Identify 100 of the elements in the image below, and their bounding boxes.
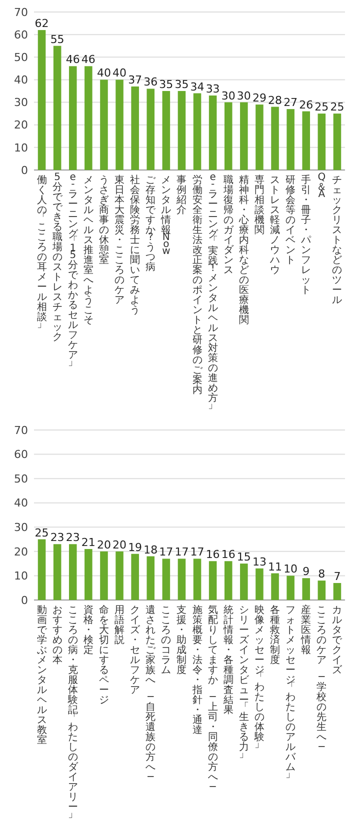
y-tick-label: 0 — [21, 594, 28, 607]
bar — [193, 93, 202, 170]
bar — [146, 88, 155, 170]
category-label: 働く人の「こころの耳メール相談」 — [36, 175, 47, 330]
y-tick-label: 40 — [14, 496, 28, 510]
bar — [208, 561, 217, 600]
category-label: ご存知ですか?うつ病 — [146, 175, 156, 273]
x-tick-label: 専門相談機関 — [254, 174, 264, 236]
data-label: 10 — [284, 562, 298, 576]
x-tick-label: カルタでクイズ — [332, 605, 344, 676]
data-label: 25 — [34, 526, 49, 540]
category-label: 気配りしてますか ─上司・同僚の方へ─ — [208, 605, 218, 793]
category-label: フォトメッセージ「わたしのアルバム」 — [286, 605, 296, 780]
category-label: メンタルヘルス推進室へようこそ — [83, 175, 94, 326]
x-tick-label: 各種救済制度 — [269, 605, 280, 666]
bar — [38, 539, 46, 600]
category-label: 精神科・心療内科などの医療機関 — [238, 175, 249, 326]
data-label: 25 — [330, 100, 344, 114]
data-label: 62 — [34, 17, 49, 30]
category-label: メンタル情報Now — [161, 175, 172, 257]
data-label: 27 — [284, 96, 298, 110]
bar — [271, 573, 279, 600]
x-tick-label: 支援・助成制度 — [176, 604, 187, 676]
data-label: 7 — [334, 570, 341, 583]
category-label: e-ラーニング「実践!メンタルヘルス対策の進め方」 — [208, 172, 218, 411]
y-tick-label: 10 — [14, 570, 28, 583]
y-tick-label: 0 — [21, 164, 28, 177]
category-label: 統計情報・各種調査結果 — [223, 605, 234, 716]
bar — [193, 558, 202, 600]
data-label: 17 — [190, 546, 204, 559]
bar — [116, 551, 124, 600]
x-tick-label: 資格・検定 — [82, 604, 94, 656]
x-tick-label: おすすめの本 — [52, 605, 62, 666]
category-label: 5分でできる職場のストレスチェック — [52, 172, 62, 343]
data-label: 20 — [96, 538, 111, 552]
bar — [84, 549, 92, 600]
data-label: 19 — [128, 540, 142, 554]
bar — [224, 102, 232, 170]
category-label: うさぎ商事の休憩室 — [98, 175, 109, 266]
bar — [53, 544, 62, 600]
x-tick-label: Q＆A — [316, 172, 327, 200]
bar — [68, 66, 77, 170]
category-label: チェックリストなどのツール — [332, 175, 342, 306]
data-label: 33 — [206, 82, 220, 96]
data-label: 28 — [268, 94, 282, 107]
bar — [271, 106, 279, 170]
data-label: 23 — [50, 531, 64, 544]
y-tick-label: 30 — [14, 96, 28, 110]
category-label: 手引・冊子・パンフレット — [301, 175, 312, 296]
y-tick-label: 50 — [14, 50, 28, 64]
category-label: 研修会等のイベント — [286, 175, 296, 266]
y-tick-label: 10 — [14, 141, 28, 154]
data-label: 8 — [318, 568, 326, 581]
category-label: 職場復帰のガイダンス — [223, 175, 234, 276]
data-label: 46 — [66, 53, 80, 66]
bar — [318, 580, 326, 600]
y-tick-label: 70 — [14, 6, 28, 19]
data-label: 18 — [144, 543, 158, 556]
y-tick-label: 20 — [14, 118, 28, 132]
data-label: 30 — [236, 89, 251, 102]
bar — [240, 102, 248, 170]
bar — [286, 109, 294, 170]
category-label: 施策概要・法令・指針・通達 — [192, 605, 202, 736]
x-tick-label: こころのコラム — [161, 605, 172, 676]
category-label: こころのケア ─学校の先生へ─ — [316, 605, 327, 753]
bar — [224, 561, 232, 600]
bar — [178, 91, 186, 170]
bar — [333, 583, 342, 600]
data-label: 35 — [174, 78, 189, 91]
category-label: 社会保険労務士に聞いてみよう — [130, 175, 140, 316]
bar — [38, 30, 46, 170]
data-label: 30 — [221, 89, 236, 102]
y-tick-label: 60 — [14, 28, 28, 42]
bar — [131, 86, 139, 170]
data-label: 26 — [299, 98, 314, 112]
category-label: シリーズインタビュー「生きる力」 — [238, 605, 249, 760]
y-tick-label: 30 — [14, 520, 28, 534]
data-label: 23 — [66, 531, 80, 544]
bar — [240, 564, 248, 600]
bar — [68, 544, 77, 600]
bar — [100, 80, 108, 170]
data-label: 55 — [50, 32, 64, 46]
category-label: e-ラーニング「15分でわかるセルフケア」 — [68, 172, 78, 368]
category-label: 映像メッセージ「わたしの体験」 — [254, 605, 264, 750]
bar — [178, 558, 186, 600]
category-label: 東日本大震災・こころのケア — [114, 175, 125, 306]
data-label: 40 — [112, 66, 127, 80]
bar — [84, 66, 92, 170]
data-label: 16 — [206, 548, 220, 562]
bar — [116, 80, 124, 170]
data-label: 25 — [314, 100, 329, 114]
data-label: 15 — [236, 550, 251, 564]
y-tick-label: 60 — [14, 448, 28, 462]
category-label: 動画で学ぶメンタルヘルス教室 — [36, 605, 47, 746]
x-tick-label: 事例紹介 — [176, 174, 187, 216]
data-label: 20 — [112, 538, 127, 552]
data-label: 29 — [252, 92, 266, 105]
category-label: ストレス軽減ノウハウ — [270, 175, 280, 276]
category-label: 命を大切にするページ — [98, 605, 109, 706]
data-label: 13 — [252, 555, 266, 568]
